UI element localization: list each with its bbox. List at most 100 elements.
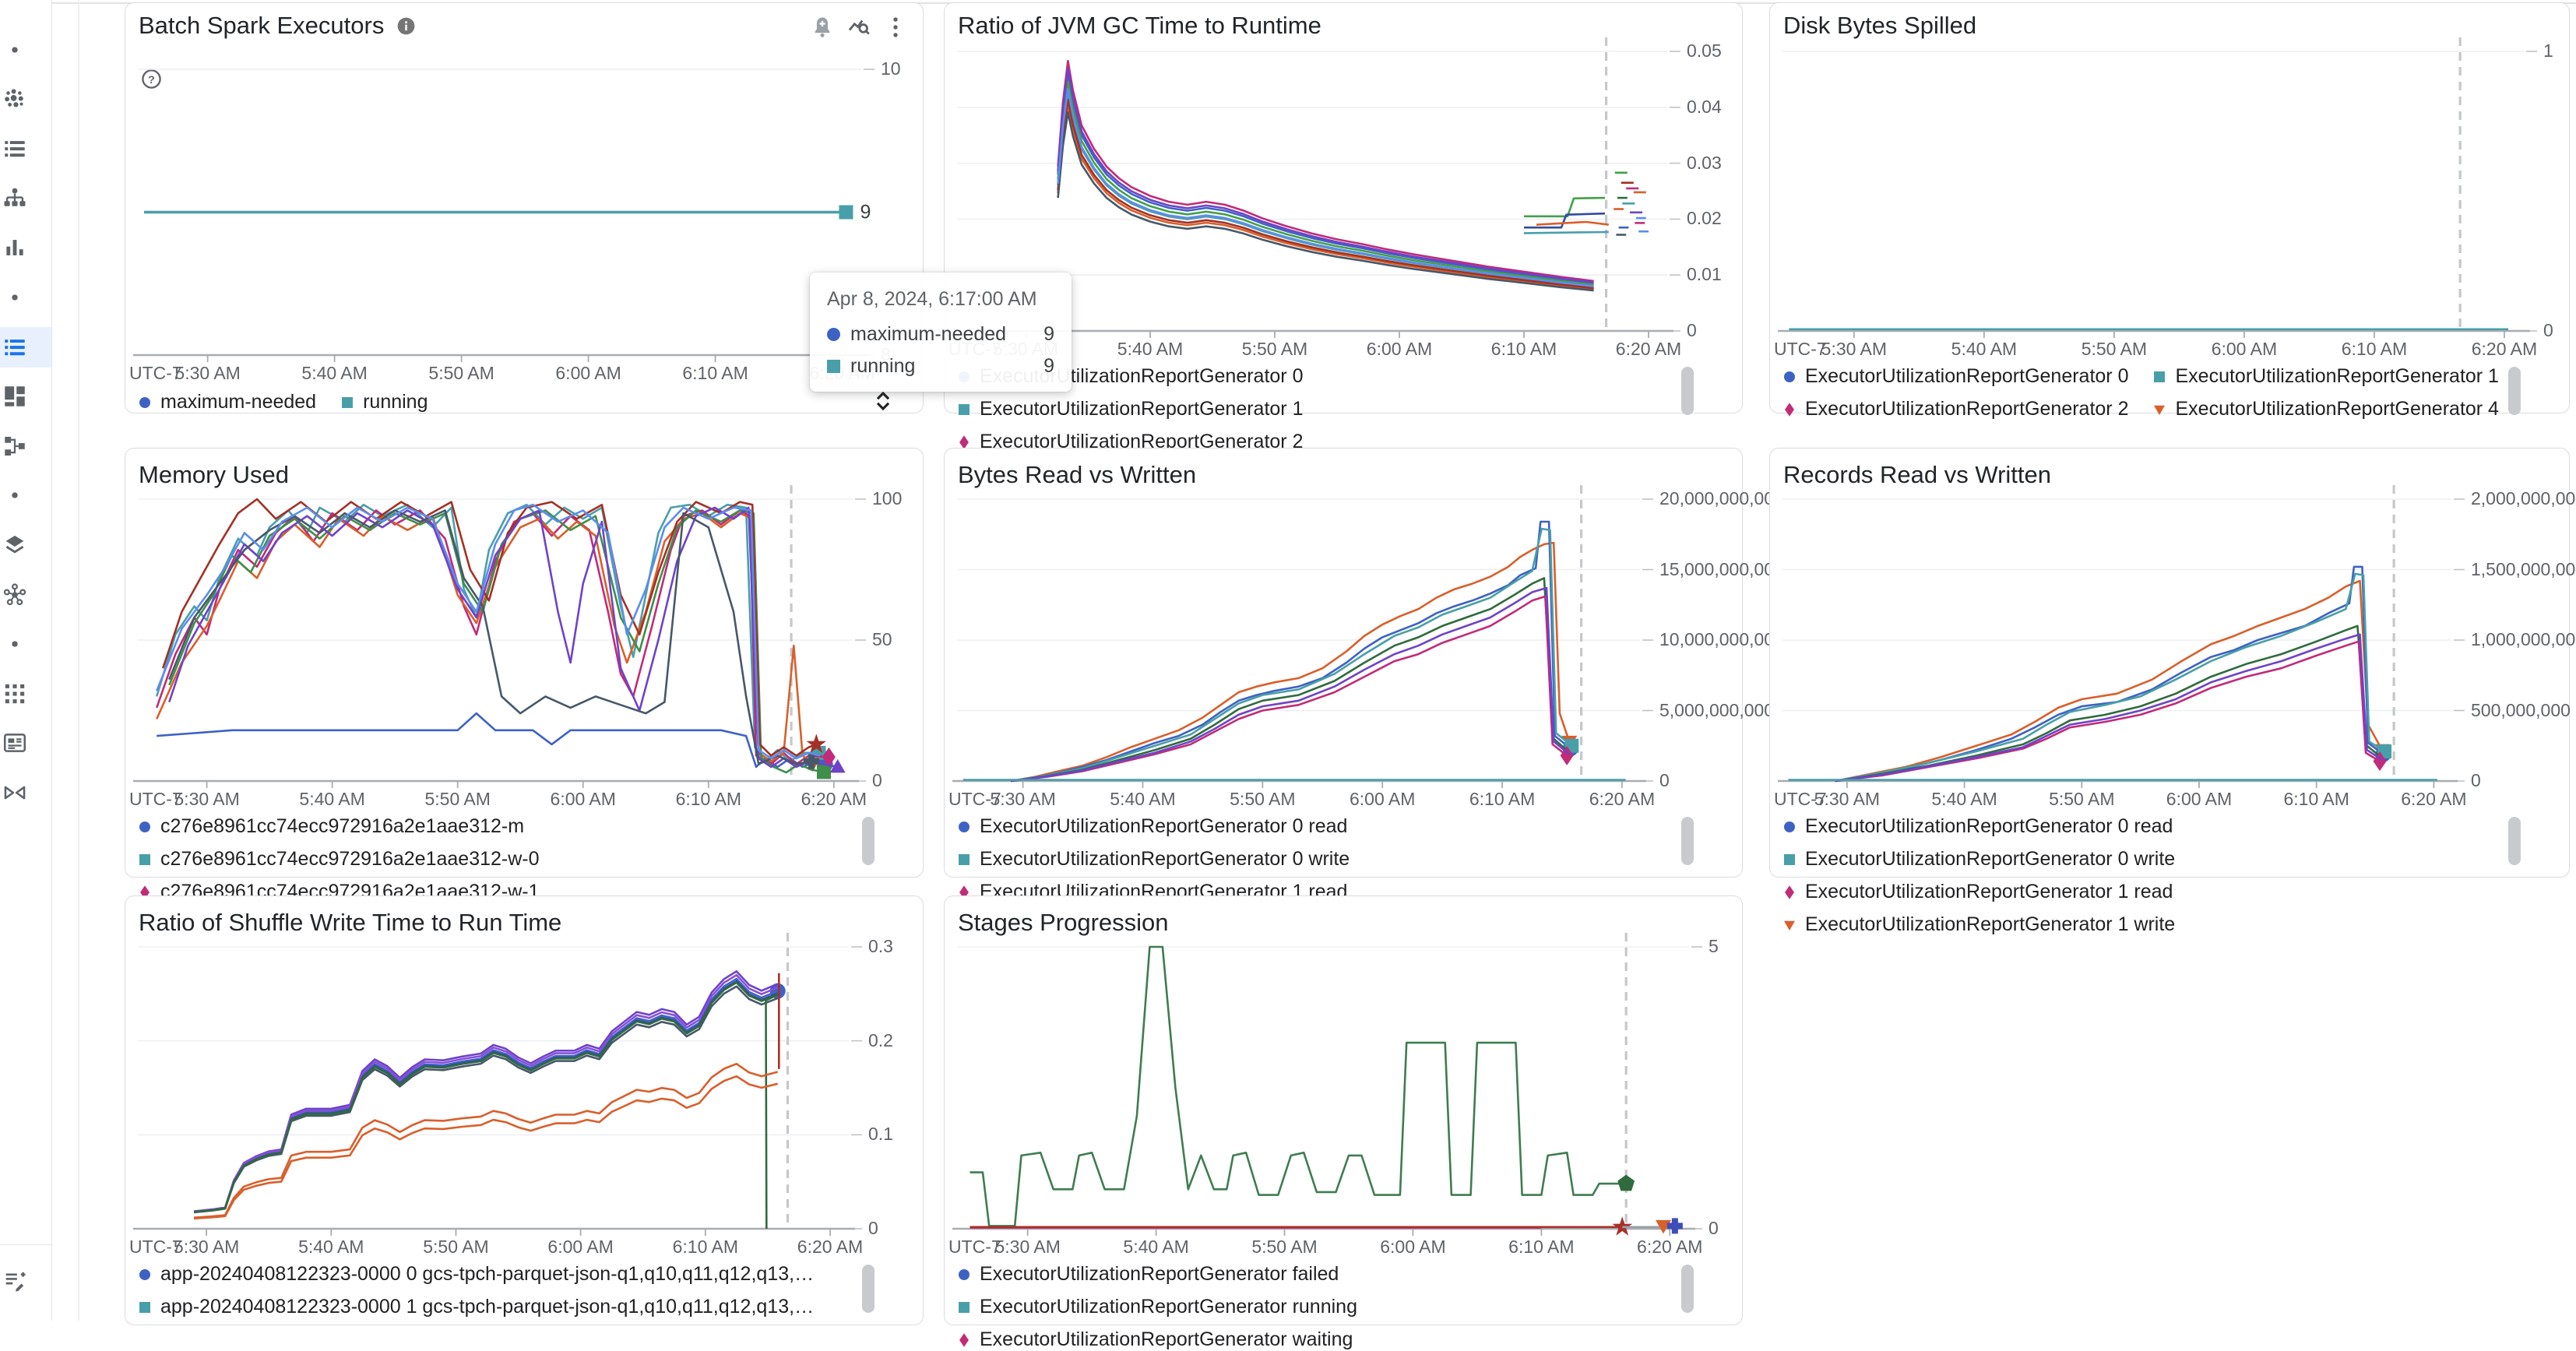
y-axis-label: 0: [1709, 1218, 1719, 1239]
legend-scrollbar[interactable]: [2508, 367, 2521, 415]
legend-expand-control[interactable]: [870, 388, 896, 418]
sidebar-item-1[interactable]: [0, 30, 51, 70]
sidebar-item-9[interactable]: [0, 426, 51, 466]
sidebar-item-15[interactable]: [0, 723, 51, 763]
x-axis-label: 5:50 AM: [2049, 789, 2114, 810]
legend-item[interactable]: running: [340, 391, 428, 413]
y-axis-label: 2,000,000,000: [2471, 488, 2576, 509]
legend-scrollbar[interactable]: [1681, 1265, 1694, 1313]
x-axis-label: 5:40 AM: [1117, 339, 1183, 360]
y-axis-label: 0.05: [1687, 40, 1722, 62]
legend-item[interactable]: ExecutorUtilizationReportGenerator 1: [956, 398, 1303, 420]
legend-item[interactable]: maximum-needed: [137, 391, 316, 413]
y-axis-label: 1,000,000,000: [2471, 629, 2576, 650]
legend-item[interactable]: app-20240408122323-0000 1 gcs-tpch-parqu…: [137, 1296, 822, 1318]
sidebar-item-8[interactable]: [0, 376, 51, 417]
legend-item[interactable]: ExecutorUtilizationReportGenerator 1 wri…: [1782, 913, 2175, 936]
hub-icon: [2, 582, 28, 608]
x-axis-label: 6:10 AM: [1469, 789, 1535, 810]
y-axis-label: 0: [1687, 320, 1697, 341]
chart-canvas[interactable]: [1770, 449, 2571, 878]
x-axis-label: 6:00 AM: [551, 789, 616, 810]
chart-canvas[interactable]: 9: [125, 3, 924, 414]
y-axis-label: 0: [1659, 770, 1670, 791]
chart-legend: ExecutorUtilizationReportGenerator 0 rea…: [1782, 815, 2455, 936]
legend-label: c276e8961cc74ecc972916a2e1aae312-m: [160, 815, 524, 838]
sidebar-item-5[interactable]: [0, 227, 51, 268]
x-axis-label: 5:30 AM: [174, 1237, 239, 1258]
legend-square-icon: [956, 402, 972, 417]
x-axis-label: 6:10 AM: [2342, 339, 2407, 360]
legend-scrollbar[interactable]: [862, 817, 875, 865]
chart-canvas[interactable]: [125, 896, 924, 1326]
dot-icon: [2, 482, 28, 508]
sidebar-item-14[interactable]: [0, 674, 51, 714]
chart-canvas[interactable]: [945, 896, 1744, 1326]
legend-item[interactable]: ExecutorUtilizationReportGenerator 0 wri…: [956, 848, 1350, 871]
tooltip-series-label: running: [850, 355, 1033, 378]
legend-item[interactable]: c276e8961cc74ecc972916a2e1aae312-w-0: [137, 848, 540, 871]
x-axis-label: 5:30 AM: [1821, 339, 1887, 360]
sidebar-item-4[interactable]: [0, 178, 51, 219]
legend-item[interactable]: c276e8961cc74ecc972916a2e1aae312-m: [137, 815, 524, 838]
legend-label: ExecutorUtilizationReportGenerator 0 rea…: [1805, 815, 2173, 838]
legend-scrollbar[interactable]: [1681, 817, 1694, 865]
sidebar-item-16[interactable]: [0, 772, 51, 813]
legend-item[interactable]: ExecutorUtilizationReportGenerator 0 wri…: [1782, 848, 2175, 871]
sidebar-item-10[interactable]: [0, 475, 51, 515]
legend-item[interactable]: ExecutorUtilizationReportGenerator waiti…: [956, 1328, 1353, 1351]
sidebar: [0, 0, 52, 1321]
x-axis-label: 5:30 AM: [1814, 789, 1880, 810]
sidebar-item-12[interactable]: [0, 575, 51, 615]
sidebar-item-13[interactable]: [0, 624, 51, 664]
legend-scrollbar[interactable]: [1681, 367, 1694, 415]
sidebar-item-6[interactable]: [0, 277, 51, 318]
content-left-divider: [78, 0, 79, 1321]
sidebar-footer-item[interactable]: [0, 1261, 51, 1302]
x-axis-label: 5:50 AM: [1242, 339, 1307, 360]
legend-label: ExecutorUtilizationReportGenerator 0: [1805, 365, 2128, 388]
legend-item[interactable]: ExecutorUtilizationReportGenerator 4: [2152, 398, 2498, 420]
sidebar-item-7[interactable]: [0, 327, 51, 368]
legend-item[interactable]: ExecutorUtilizationReportGenerator faile…: [956, 1263, 1339, 1286]
chart-canvas[interactable]: [125, 449, 924, 878]
dot-icon: [2, 284, 28, 311]
tree-icon: [2, 185, 28, 212]
legend-item[interactable]: ExecutorUtilizationReportGenerator 0 rea…: [1782, 815, 2173, 838]
legend-square-icon: [137, 852, 153, 867]
legend-item[interactable]: app-20240408122323-0000 0 gcs-tpch-parqu…: [137, 1263, 822, 1286]
legend-scrollbar[interactable]: [2508, 817, 2521, 865]
y-axis-label: 0: [868, 1218, 878, 1239]
y-axis-label: 5: [1709, 936, 1719, 957]
y-axis-label: 15,000,000,000: [1659, 559, 1784, 580]
x-axis-label: 5:50 AM: [2082, 339, 2147, 360]
x-axis-label: 6:10 AM: [673, 1237, 738, 1258]
legend-scrollbar[interactable]: [862, 1265, 875, 1313]
x-axis-label: 5:50 AM: [424, 789, 490, 810]
tooltip-row: running 9: [827, 355, 1054, 378]
legend-item[interactable]: ExecutorUtilizationReportGenerator 0: [1782, 365, 2128, 388]
sidebar-item-3[interactable]: [0, 128, 51, 169]
sidebar-item-11[interactable]: [0, 525, 51, 565]
legend-item[interactable]: ExecutorUtilizationReportGenerator 1: [2152, 365, 2498, 388]
x-axis-label: 6:10 AM: [2283, 789, 2349, 810]
legend-diamond-icon: [956, 1332, 972, 1348]
chart-canvas[interactable]: [945, 449, 1744, 878]
chart-canvas[interactable]: [1770, 3, 2571, 414]
y-axis-label: 1: [2543, 40, 2553, 62]
x-axis-label: 5:30 AM: [174, 789, 239, 810]
legend-square-icon: [956, 1300, 972, 1315]
x-axis-label: 6:10 AM: [676, 789, 741, 810]
sidebar-item-2[interactable]: [0, 79, 51, 120]
legend-label: ExecutorUtilizationReportGenerator 0 wri…: [1805, 848, 2175, 871]
legend-item[interactable]: ExecutorUtilizationReportGenerator 0 rea…: [956, 815, 1347, 838]
legend-label: ExecutorUtilizationReportGenerator 1 wri…: [1805, 913, 2175, 936]
y-axis-label: 0: [872, 770, 882, 791]
legend-item[interactable]: ExecutorUtilizationReportGenerator 2: [1782, 398, 2128, 420]
legend-item[interactable]: ExecutorUtilizationReportGenerator 1 rea…: [1782, 881, 2173, 903]
cluster-dots-icon: [2, 86, 28, 113]
chart-legend: app-20240408122323-0000 0 gcs-tpch-parqu…: [137, 1263, 853, 1318]
x-axis-label: 6:20 AM: [801, 789, 867, 810]
legend-item[interactable]: ExecutorUtilizationReportGenerator runni…: [956, 1296, 1357, 1318]
